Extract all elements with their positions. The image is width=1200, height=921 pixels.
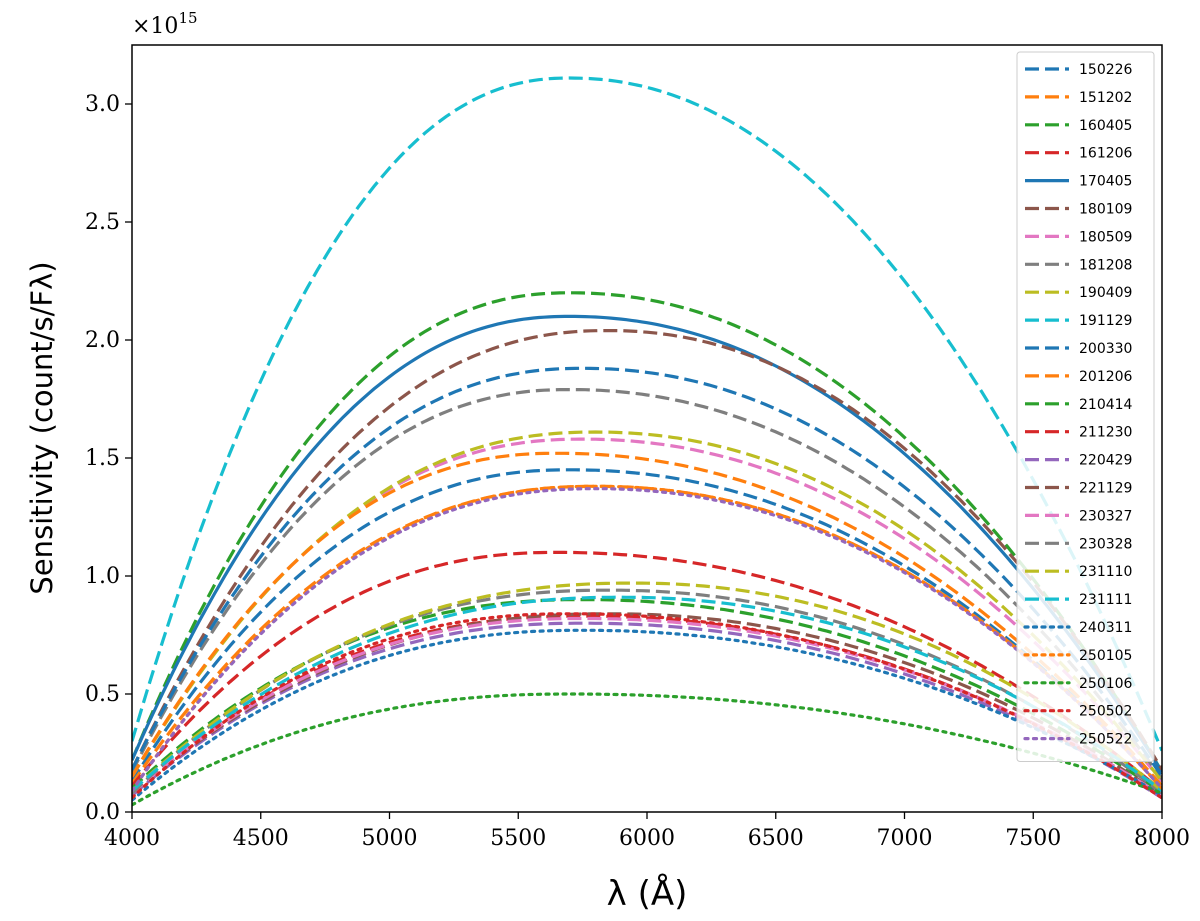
series-line-181208 xyxy=(132,388,1162,780)
y-tick-label: 2.0 xyxy=(85,328,120,353)
y-axis: 0.0 0.5 1.0 1.5 2.0 2.5 3.0 xyxy=(85,92,132,825)
legend-label: 220429 xyxy=(1079,453,1132,469)
series-line-220429 xyxy=(132,621,1162,800)
series-line-240311 xyxy=(132,628,1162,802)
series-line-180109 xyxy=(132,329,1162,771)
legend-label: 160405 xyxy=(1079,118,1132,134)
legend-label: 250522 xyxy=(1079,732,1132,748)
legend-label: 211230 xyxy=(1079,425,1132,441)
legend-label: 190409 xyxy=(1079,285,1132,301)
x-tick-label: 6500 xyxy=(748,826,804,851)
x-axis-label: λ (Å) xyxy=(607,873,688,914)
series-line-210414 xyxy=(132,598,1162,795)
series-line-200330 xyxy=(132,366,1162,778)
x-tick-label: 6000 xyxy=(619,826,675,851)
series-line-191129 xyxy=(132,76,1162,752)
x-tick-label: 4500 xyxy=(233,826,289,851)
series-line-250522 xyxy=(132,487,1162,793)
series-layer xyxy=(132,76,1162,807)
legend-label: 240311 xyxy=(1079,620,1132,636)
series-line-231110 xyxy=(132,581,1162,793)
x-tick-label: 4000 xyxy=(104,826,160,851)
x-tick-label: 5000 xyxy=(362,826,418,851)
legend-label: 230328 xyxy=(1079,536,1132,552)
legend-label: 250106 xyxy=(1079,676,1133,692)
legend: 150226 151202 160405 161206 170405 180109 1805… xyxy=(1016,51,1155,762)
legend-label: 250105 xyxy=(1079,648,1132,664)
legend-box xyxy=(1016,51,1155,762)
legend-label: 231110 xyxy=(1079,564,1132,580)
x-tick-label: 7000 xyxy=(877,826,933,851)
series-line-250105 xyxy=(132,484,1162,793)
series-line-231111 xyxy=(132,595,1162,793)
y-scale-multiplier: ×1015 xyxy=(132,9,198,39)
y-tick-label: 2.5 xyxy=(85,210,120,235)
series-line-170405 xyxy=(132,314,1162,773)
legend-label: 191129 xyxy=(1079,313,1132,329)
legend-label: 221129 xyxy=(1079,481,1132,497)
legend-label: 250502 xyxy=(1079,704,1132,720)
legend-label: 210414 xyxy=(1079,397,1133,413)
legend-label: 170405 xyxy=(1079,174,1132,190)
y-axis-label: Sensitivity (count/s/Fλ) xyxy=(25,261,59,594)
legend-label: 230327 xyxy=(1079,508,1132,524)
legend-label: 231111 xyxy=(1079,592,1132,608)
legend-label: 161206 xyxy=(1079,146,1133,162)
series-line-201206 xyxy=(132,451,1162,788)
legend-label: 150226 xyxy=(1079,62,1133,78)
legend-label: 200330 xyxy=(1079,341,1132,357)
series-line-250502 xyxy=(132,612,1162,800)
x-axis: 4000 4500 5000 5500 6000 6500 7000 7500 8000 xyxy=(104,812,1190,851)
x-tick-label: 7500 xyxy=(1005,826,1061,851)
x-tick-label: 5500 xyxy=(490,826,546,851)
y-tick-label: 3.0 xyxy=(85,92,120,117)
legend-label: 151202 xyxy=(1079,90,1132,106)
series-line-161206 xyxy=(132,550,1162,793)
y-tick-label: 0.5 xyxy=(85,682,120,707)
series-line-250106 xyxy=(132,692,1162,807)
series-line-230327 xyxy=(132,616,1162,797)
legend-label: 180109 xyxy=(1079,202,1132,218)
y-tick-label: 1.5 xyxy=(85,446,120,471)
y-tick-label: 1.0 xyxy=(85,564,120,589)
legend-label: 201206 xyxy=(1079,369,1133,385)
legend-label: 181208 xyxy=(1079,257,1132,273)
series-line-150226 xyxy=(132,468,1162,790)
legend-label: 180509 xyxy=(1079,229,1132,245)
x-tick-label: 8000 xyxy=(1134,826,1190,851)
y-tick-label: 0.0 xyxy=(85,800,120,825)
